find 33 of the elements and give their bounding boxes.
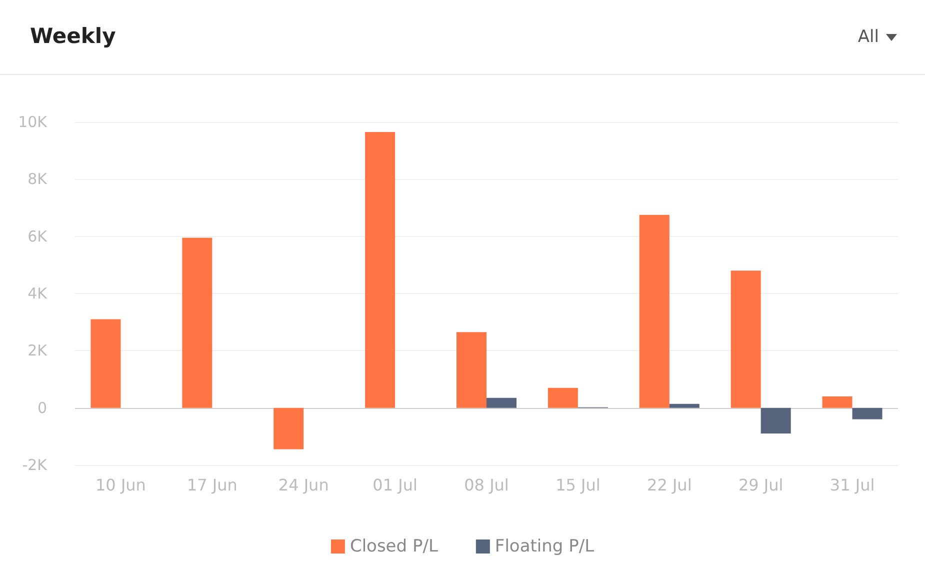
y-tick-label: 8K [28, 170, 48, 188]
bar [182, 238, 212, 408]
bar [760, 408, 791, 434]
x-tick-label: 08 Jul [464, 476, 509, 494]
x-tick-label: 31 Jul [830, 476, 875, 494]
x-tick-label: 29 Jul [738, 476, 784, 494]
legend-label: Floating P/L [494, 536, 595, 556]
x-tick-label: 22 Jul [647, 476, 692, 494]
x-tick-label: 17 Jun [186, 476, 238, 494]
text: All [858, 27, 879, 47]
x-tick-label: 10 Jun [95, 476, 146, 494]
x-tick-label: 01 Jul [372, 476, 418, 494]
bar [639, 214, 670, 408]
bar [852, 408, 882, 420]
x-tick-label: 24 Jun [278, 476, 329, 494]
y-tick-label: 6K [28, 227, 48, 246]
y-tick-label: 0 [37, 398, 47, 417]
bar [274, 408, 304, 450]
x-tick-label: 15 Jul [556, 476, 600, 494]
y-tick-label: -2K [22, 456, 48, 474]
bar [730, 270, 761, 408]
bar [548, 388, 578, 408]
bar [90, 319, 121, 408]
y-tick-label: 10K [18, 113, 48, 131]
y-tick-label: 2K [28, 342, 48, 360]
chart-title: Weekly [30, 24, 116, 48]
bar [669, 404, 700, 408]
bar [365, 132, 396, 408]
legend-label: Closed P/L [350, 536, 438, 556]
bar [486, 398, 516, 408]
y-tick-label: 4K [28, 284, 48, 302]
bar [456, 332, 486, 408]
bar [822, 396, 852, 408]
